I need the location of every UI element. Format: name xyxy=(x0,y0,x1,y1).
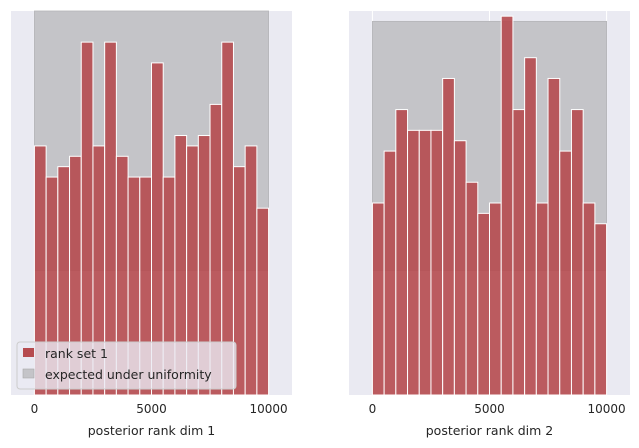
legend-swatch-uniformity xyxy=(22,368,35,379)
panel-dim-2: 0 5000 10000 posterior rank dim 2 xyxy=(349,11,630,438)
histogram-bar xyxy=(371,202,385,396)
histogram-bar xyxy=(465,181,479,396)
histogram-bar xyxy=(244,145,258,396)
legend-swatch-rank-set xyxy=(23,348,34,357)
legend-label-uniformity: expected under uniformity xyxy=(45,367,212,382)
histogram-bar xyxy=(453,140,467,396)
x-tick-labels: 0 5000 10000 xyxy=(369,402,626,416)
histogram-bar xyxy=(547,77,561,396)
histogram-bar xyxy=(383,150,397,396)
histogram-bar xyxy=(570,109,584,396)
histogram-bar xyxy=(535,202,549,396)
legend-label-rank-set: rank set 1 xyxy=(45,346,108,361)
histogram-bar xyxy=(395,109,409,396)
x-tick-labels: 0 5000 10000 xyxy=(31,402,288,416)
legend-frame xyxy=(16,341,237,390)
histogram-bar xyxy=(489,202,502,396)
histogram-bars xyxy=(33,41,270,396)
x-tick-label: 5000 xyxy=(474,402,505,416)
histogram-bars xyxy=(371,15,608,396)
x-tick-label: 5000 xyxy=(136,402,167,416)
histogram-bar xyxy=(418,129,432,396)
histogram-bar xyxy=(477,212,490,396)
histogram-bar xyxy=(256,207,270,396)
histogram-bar xyxy=(512,109,526,396)
x-tick-label: 10000 xyxy=(587,402,625,416)
histogram-bar xyxy=(407,129,420,396)
panel-dim-1: 0 5000 10000 posterior rank dim 1 rank set… xyxy=(11,10,292,438)
histogram-bar xyxy=(524,57,537,396)
x-tick-label: 0 xyxy=(369,402,377,416)
x-axis-label: posterior rank dim 2 xyxy=(426,423,554,438)
x-tick-label: 10000 xyxy=(249,402,287,416)
legend[interactable]: rank set 1 expected under uniformity xyxy=(16,341,237,390)
x-tick-label: 0 xyxy=(31,402,39,416)
histogram-bar xyxy=(500,15,514,396)
histogram-bar xyxy=(594,223,608,396)
histogram-bar xyxy=(559,150,572,396)
x-axis-label: posterior rank dim 1 xyxy=(88,423,216,438)
histogram-bar xyxy=(582,202,596,396)
histogram-bar xyxy=(442,77,455,396)
histogram-bar xyxy=(430,129,444,396)
